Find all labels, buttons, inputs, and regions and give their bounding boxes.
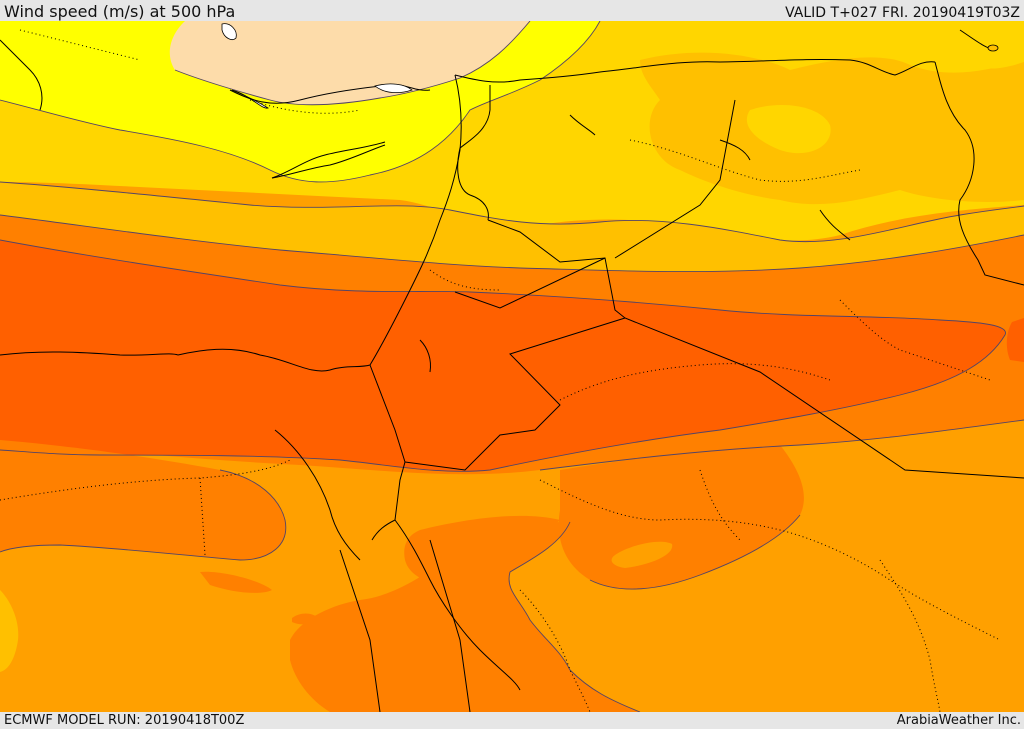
band-calm-north [169, 21, 530, 105]
gulf-islands [987, 44, 999, 52]
coastlines [0, 29, 996, 691]
band-gold-east-3 [975, 23, 1024, 69]
footer-bar: ECMWF MODEL RUN: 20190418T00Z ArabiaWeat… [0, 712, 1024, 729]
cyprus [271, 141, 386, 179]
band-gold-east-2 [746, 105, 831, 154]
islands [221, 23, 413, 109]
band-gold-pocket [0, 590, 19, 672]
band-dark-orange-west [0, 440, 286, 560]
wind-speed-map[interactable] [0, 21, 1024, 712]
band-orange-pocket [611, 541, 673, 568]
band-jet-core-east [1006, 318, 1024, 362]
credit-label: ArabiaWeather Inc. [896, 713, 1021, 728]
model-run-label: ECMWF MODEL RUN: 20190418T00Z [4, 713, 245, 728]
header-bar: Wind speed (m/s) at 500 hPa VALID T+027 … [0, 0, 1024, 21]
region-borders [0, 29, 1001, 712]
country-borders [177, 58, 1024, 712]
contour-lines [0, 21, 1024, 712]
band-jet-core [0, 240, 1006, 472]
map-title: Wind speed (m/s) at 500 hPa [4, 2, 236, 21]
band-orange-dot-2 [292, 613, 318, 625]
band-orange-dot [200, 571, 272, 593]
band-gold-east [640, 52, 1024, 205]
band-dark-orange-south [290, 521, 640, 712]
band-dark-orange-south-2 [404, 515, 560, 584]
valid-time: VALID T+027 FRI. 20190419T03Z [785, 5, 1020, 21]
